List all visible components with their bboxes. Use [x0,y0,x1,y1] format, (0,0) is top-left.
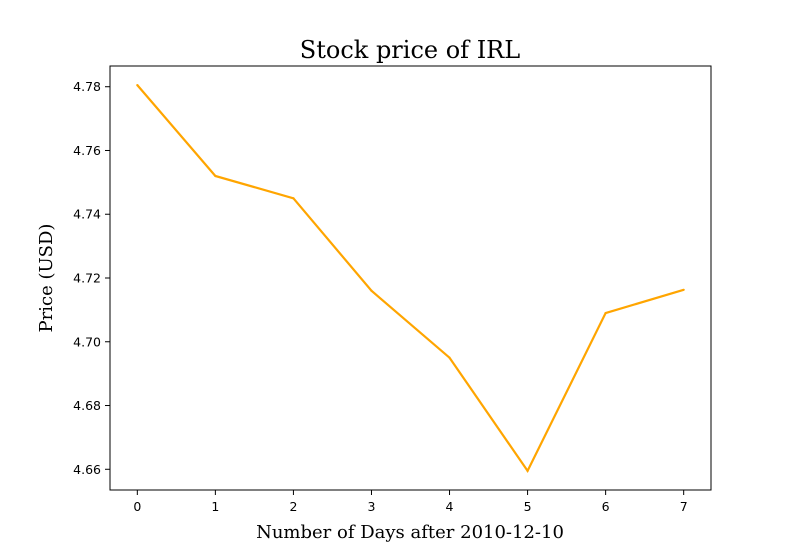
x-axis-label: Number of Days after 2010-12-10 [256,522,564,543]
data-point [370,289,373,292]
y-tick-label: 4.68 [73,398,101,413]
x-tick-label: 4 [446,499,454,514]
x-tick-label: 0 [133,499,141,514]
x-tick-label: 7 [680,499,688,514]
y-tick-label: 4.74 [73,207,101,222]
y-tick-label: 4.66 [73,462,101,477]
y-tick-label: 4.70 [73,334,101,349]
series-line [136,84,684,474]
data-point [292,197,295,200]
y-tick-label: 4.78 [73,79,101,94]
chart-title: Stock price of IRL [300,36,520,64]
data-point [136,84,139,87]
data-point [214,174,217,178]
x-tick-label: 6 [602,499,610,514]
x-tick-label: 1 [211,499,219,514]
y-tick-label: 4.72 [73,271,101,286]
plot-frame [109,65,712,491]
data-point [682,288,685,291]
data-point [448,356,451,359]
y-axis-label: Price (USD) [36,224,57,333]
data-point [526,469,529,472]
x-tick-label: 3 [367,499,375,514]
y-tick-label: 4.76 [73,143,101,158]
x-tick-label: 5 [524,499,532,514]
plot-area [136,84,685,474]
x-tick-label: 2 [289,499,297,514]
data-point [604,311,607,315]
